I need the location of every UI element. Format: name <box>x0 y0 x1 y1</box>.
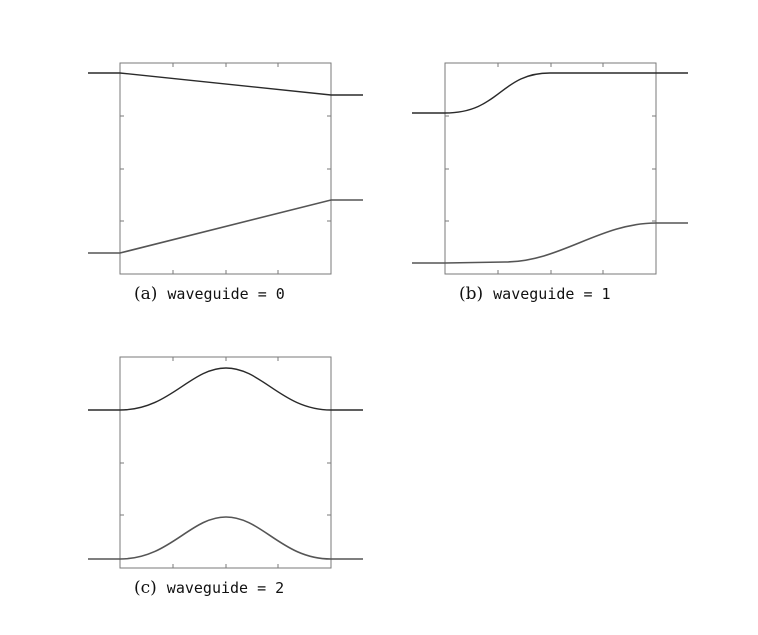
panel-c: (c) waveguide = 2 <box>88 356 363 598</box>
panel-c-ticks <box>120 357 331 568</box>
panel-b: (b) waveguide = 1 <box>412 62 688 304</box>
panel-a-frame <box>119 62 332 275</box>
panel-c-upper-waveguide <box>88 367 363 411</box>
panel-a-lower-waveguide <box>88 199 363 254</box>
panel-a-upper-waveguide <box>88 72 363 96</box>
panel-b-frame <box>444 62 657 275</box>
panel-a-caption: (a) waveguide = 0 <box>134 284 285 304</box>
panel-c-lower-waveguide <box>88 516 363 560</box>
panel-b-lower-waveguide <box>412 222 688 264</box>
panel-c-caption: (c) waveguide = 2 <box>134 578 284 598</box>
panel-c-frame <box>119 356 332 569</box>
panel-a-ticks <box>120 63 331 274</box>
panel-b-caption: (b) waveguide = 1 <box>459 284 611 304</box>
panel-b-upper-waveguide <box>412 72 688 114</box>
panel-b-ticks <box>445 63 656 274</box>
panel-a: (a) waveguide = 0 <box>88 62 363 304</box>
